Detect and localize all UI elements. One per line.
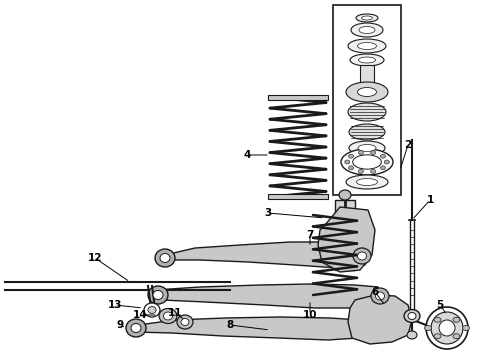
Ellipse shape: [339, 190, 351, 200]
Ellipse shape: [424, 325, 432, 330]
Ellipse shape: [356, 14, 378, 22]
Bar: [360, 65, 374, 83]
Ellipse shape: [350, 54, 384, 66]
Ellipse shape: [362, 16, 372, 20]
Ellipse shape: [453, 334, 460, 339]
Ellipse shape: [407, 331, 417, 339]
Ellipse shape: [346, 175, 388, 189]
Ellipse shape: [358, 144, 376, 152]
Ellipse shape: [434, 317, 441, 322]
Text: 12: 12: [88, 253, 102, 263]
Polygon shape: [162, 242, 368, 268]
Ellipse shape: [357, 179, 377, 185]
Ellipse shape: [426, 307, 468, 349]
Ellipse shape: [181, 319, 189, 325]
Polygon shape: [318, 207, 375, 272]
Ellipse shape: [370, 150, 376, 154]
Ellipse shape: [408, 312, 416, 320]
Bar: [268, 95, 328, 100]
Ellipse shape: [434, 334, 441, 339]
Text: 14: 14: [133, 310, 147, 320]
Ellipse shape: [155, 249, 175, 267]
Ellipse shape: [348, 39, 386, 53]
Text: 11: 11: [168, 308, 182, 318]
Text: 9: 9: [117, 320, 123, 330]
Ellipse shape: [148, 286, 168, 304]
Ellipse shape: [453, 317, 460, 322]
Ellipse shape: [341, 149, 393, 175]
Ellipse shape: [353, 248, 371, 264]
Ellipse shape: [348, 166, 353, 170]
Ellipse shape: [358, 150, 364, 154]
Bar: [335, 200, 355, 270]
Polygon shape: [150, 284, 382, 308]
Ellipse shape: [177, 315, 193, 329]
Bar: [268, 194, 328, 199]
Ellipse shape: [371, 288, 389, 304]
Ellipse shape: [358, 42, 376, 49]
Ellipse shape: [381, 166, 386, 170]
Ellipse shape: [349, 124, 385, 140]
Text: 10: 10: [303, 310, 317, 320]
Ellipse shape: [159, 309, 177, 324]
Ellipse shape: [349, 141, 385, 155]
Text: 7: 7: [306, 230, 314, 240]
Ellipse shape: [431, 312, 463, 344]
Ellipse shape: [153, 291, 163, 300]
Ellipse shape: [381, 154, 386, 158]
Ellipse shape: [348, 103, 386, 121]
Ellipse shape: [370, 170, 376, 174]
Ellipse shape: [359, 57, 375, 63]
Text: 5: 5: [437, 300, 443, 310]
Text: 6: 6: [371, 287, 379, 297]
Ellipse shape: [348, 154, 353, 158]
Ellipse shape: [144, 303, 160, 317]
Polygon shape: [130, 317, 362, 340]
Text: 8: 8: [226, 320, 234, 330]
Text: 3: 3: [265, 208, 271, 218]
Text: 1: 1: [426, 195, 434, 205]
Ellipse shape: [346, 82, 388, 102]
Ellipse shape: [148, 306, 156, 314]
Ellipse shape: [164, 312, 172, 320]
Ellipse shape: [358, 170, 364, 174]
Ellipse shape: [160, 253, 170, 262]
Ellipse shape: [351, 23, 383, 37]
Ellipse shape: [358, 87, 376, 96]
Bar: [333, 5, 401, 195]
Text: 4: 4: [244, 150, 251, 160]
Text: 2: 2: [404, 140, 412, 150]
Ellipse shape: [353, 155, 381, 169]
Polygon shape: [348, 295, 412, 344]
Ellipse shape: [463, 325, 469, 330]
Ellipse shape: [358, 252, 367, 260]
Ellipse shape: [375, 292, 385, 300]
Ellipse shape: [126, 319, 146, 337]
Ellipse shape: [384, 160, 389, 164]
Ellipse shape: [131, 324, 141, 333]
Ellipse shape: [439, 320, 455, 336]
Ellipse shape: [345, 160, 350, 164]
Ellipse shape: [359, 27, 375, 33]
Ellipse shape: [404, 310, 420, 323]
Text: 13: 13: [108, 300, 122, 310]
